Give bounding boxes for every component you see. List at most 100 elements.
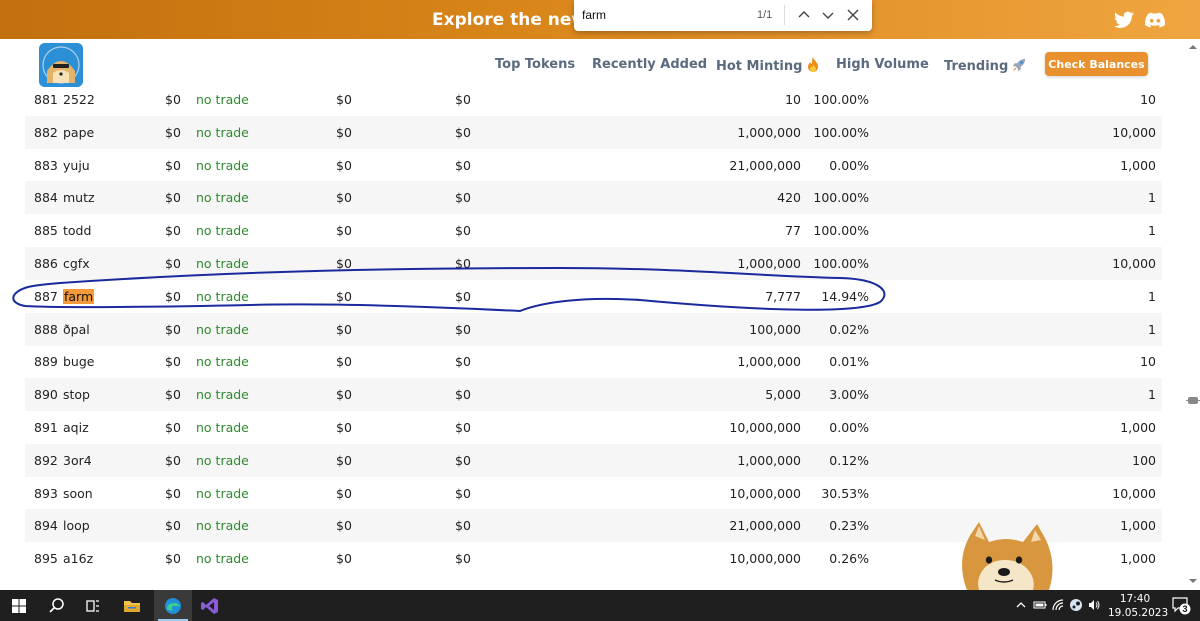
- file-explorer-icon[interactable]: [121, 595, 143, 617]
- find-match-count: 1/1: [757, 9, 773, 21]
- token-price: $0: [165, 420, 181, 435]
- table-row[interactable]: 887 farm $0 no trade $0 $0 7,777 14.94% 1: [25, 280, 1162, 313]
- table-row[interactable]: 883 yuju $0 no trade $0 $0 21,000,000 0.00% 1,00…: [25, 149, 1162, 182]
- trade-status: no trade: [196, 452, 249, 468]
- volume-24h: $0: [336, 518, 352, 534]
- table-row[interactable]: 890 stop $0 no trade $0 $0 5,000 3.00% 1: [25, 378, 1162, 412]
- wifi-icon[interactable]: [1051, 598, 1065, 612]
- visual-studio-icon[interactable]: [199, 595, 221, 617]
- total-supply: 1,000,000: [737, 452, 801, 468]
- table-row[interactable]: 893 soon $0 no trade $0 $0 10,000,000 30.53% 10,…: [25, 477, 1162, 510]
- total-supply: 77: [785, 223, 801, 239]
- trade-status: no trade: [196, 124, 249, 140]
- token-price: $0: [165, 354, 181, 370]
- nav-top-tokens[interactable]: Top Tokens: [495, 57, 576, 72]
- table-row[interactable]: 882 pape $0 no trade $0 $0 1,000,000 100.00% 10,…: [25, 115, 1162, 149]
- table-row[interactable]: 884 mutz $0 no trade $0 $0 420 100.00% 1: [25, 181, 1162, 215]
- row-index: 887: [34, 288, 58, 304]
- table-row[interactable]: 892 3or4 $0 no trade $0 $0 1,000,000 0.12% 100: [25, 443, 1162, 477]
- chevron-up-icon[interactable]: [795, 6, 813, 24]
- minted-percent: 100.00%: [813, 92, 869, 107]
- check-balances-button[interactable]: Check Balances: [1045, 52, 1148, 76]
- site-logo[interactable]: [39, 43, 83, 87]
- holders-count: 1: [1148, 321, 1156, 337]
- holders-count: 10: [1140, 92, 1156, 107]
- token-name: stop: [63, 387, 90, 403]
- nav-recently-added[interactable]: Recently Added: [592, 57, 708, 72]
- find-match-highlight: farm: [63, 288, 95, 304]
- volume-icon[interactable]: [1087, 598, 1101, 612]
- scroll-down-icon[interactable]: [1188, 576, 1198, 586]
- total-supply: 1,000,000: [737, 124, 801, 140]
- nav-high-volume[interactable]: High Volume: [836, 57, 929, 72]
- volume-total: $0: [455, 452, 471, 468]
- volume-24h: $0: [336, 190, 352, 206]
- steam-icon[interactable]: [1069, 598, 1083, 612]
- table-row[interactable]: 881 2522 $0 no trade $0 $0 10 100.00% 10: [25, 83, 1162, 116]
- system-clock[interactable]: 17:40 19.05.2023: [1108, 592, 1169, 620]
- table-row[interactable]: 888 ðpal $0 no trade $0 $0 100,000 0.02% 1: [25, 312, 1162, 346]
- minted-percent: 14.94%: [821, 288, 869, 304]
- row-index: 891: [34, 420, 58, 435]
- volume-total: $0: [455, 420, 471, 435]
- token-price: $0: [165, 518, 181, 534]
- token-name: soon: [63, 485, 93, 501]
- row-index: 883: [34, 157, 58, 173]
- volume-total: $0: [455, 354, 471, 370]
- holders-count: 1,000: [1120, 518, 1156, 534]
- holders-count: 1: [1148, 223, 1156, 239]
- total-supply: 420: [777, 190, 801, 206]
- trade-status: no trade: [196, 92, 249, 107]
- nav-hot-minting[interactable]: Hot Minting: [716, 57, 820, 74]
- notification-center[interactable]: 3: [1170, 594, 1192, 616]
- task-view-icon[interactable]: [82, 595, 104, 617]
- table-row[interactable]: 891 aqiz $0 no trade $0 $0 10,000,000 0.00% 1,00…: [25, 411, 1162, 444]
- trade-status: no trade: [196, 420, 249, 435]
- doge-logo-icon: [39, 43, 83, 87]
- windows-start-icon[interactable]: [8, 595, 30, 617]
- token-name: pape: [63, 124, 95, 140]
- nav-hot-minting-label: Hot Minting: [716, 59, 803, 74]
- chevron-down-icon[interactable]: [819, 6, 837, 24]
- discord-icon[interactable]: [1145, 11, 1165, 29]
- volume-total: $0: [455, 223, 471, 239]
- page-scrollbar[interactable]: [1186, 40, 1200, 590]
- token-name: buge: [63, 354, 95, 370]
- find-in-page-bar: [574, 0, 872, 31]
- minted-percent: 30.53%: [821, 485, 869, 501]
- notification-icon: [1172, 597, 1191, 615]
- trade-status: no trade: [196, 354, 249, 370]
- volume-24h: $0: [336, 452, 352, 468]
- volume-total: $0: [455, 485, 471, 501]
- holders-count: 1: [1148, 288, 1156, 304]
- battery-icon[interactable]: [1033, 598, 1047, 612]
- table-row[interactable]: 885 todd $0 no trade $0 $0 77 100.00% 1: [25, 214, 1162, 247]
- volume-24h: $0: [336, 420, 352, 435]
- row-index: 894: [34, 518, 58, 534]
- find-input[interactable]: [582, 5, 747, 25]
- total-supply: 100,000: [749, 321, 801, 337]
- clock-date: 19.05.2023: [1108, 607, 1169, 619]
- tray-overflow-icon[interactable]: [1014, 598, 1028, 612]
- volume-total: $0: [455, 92, 471, 107]
- row-index: 881: [34, 92, 58, 107]
- table-row[interactable]: 889 buge $0 no trade $0 $0 1,000,000 0.01% 10: [25, 345, 1162, 378]
- scrollbar-thumb[interactable]: [1186, 397, 1200, 404]
- table-row[interactable]: 895 a16z $0 no trade $0 $0 10,000,000 0.26% 1,00…: [25, 542, 1162, 575]
- minted-percent: 3.00%: [829, 387, 869, 403]
- close-icon[interactable]: [844, 6, 862, 24]
- token-name: mutz: [63, 190, 95, 206]
- edge-browser-icon[interactable]: [162, 595, 184, 617]
- scroll-up-icon[interactable]: [1188, 42, 1198, 52]
- trade-status: no trade: [196, 485, 249, 501]
- trade-status: no trade: [196, 321, 249, 337]
- minted-percent: 0.00%: [829, 420, 869, 435]
- trade-status: no trade: [196, 190, 249, 206]
- twitter-icon[interactable]: [1114, 11, 1134, 29]
- search-icon[interactable]: [46, 595, 68, 617]
- minted-percent: 0.02%: [829, 321, 869, 337]
- volume-total: $0: [455, 321, 471, 337]
- minted-percent: 0.12%: [829, 452, 869, 468]
- nav-trending[interactable]: Trending: [944, 57, 1026, 74]
- table-row[interactable]: 886 cgfx $0 no trade $0 $0 1,000,000 100.00% 10,…: [25, 247, 1162, 280]
